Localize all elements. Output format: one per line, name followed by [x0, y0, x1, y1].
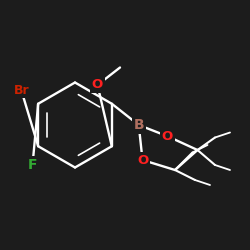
Text: F: F — [28, 158, 37, 172]
Text: B: B — [134, 118, 144, 132]
Text: O: O — [162, 130, 173, 143]
Text: O: O — [92, 78, 103, 92]
Text: Br: Br — [14, 84, 29, 96]
Text: O: O — [137, 154, 148, 166]
